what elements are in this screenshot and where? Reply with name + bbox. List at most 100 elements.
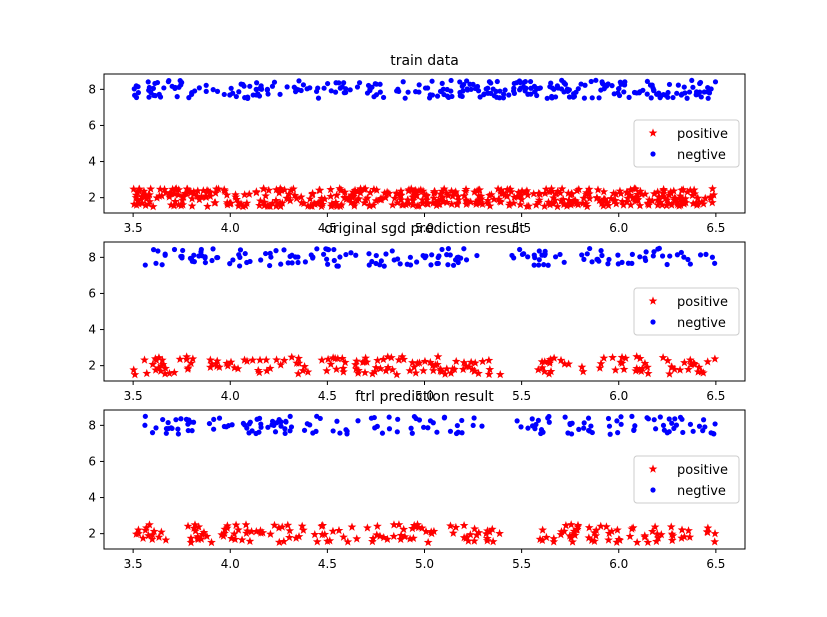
point-positive — [193, 186, 203, 195]
point-positive — [567, 189, 576, 198]
point-positive — [615, 186, 625, 195]
x-tick-label: 6.0 — [609, 389, 628, 403]
point-positive — [565, 531, 575, 540]
point-positive — [232, 194, 242, 204]
point-positive — [326, 191, 336, 201]
point-positive — [187, 201, 197, 210]
point-positive — [349, 191, 358, 201]
point-negtive — [687, 261, 693, 267]
point-positive — [579, 193, 589, 203]
point-negtive — [445, 262, 451, 268]
point-positive — [675, 365, 685, 374]
point-negtive — [536, 257, 542, 263]
point-positive — [613, 525, 622, 534]
y-tick-label: 8 — [88, 250, 96, 264]
point-positive — [710, 537, 720, 546]
point-negtive — [536, 248, 542, 254]
point-positive — [383, 362, 393, 372]
point-positive — [417, 523, 427, 532]
y-tick-label: 2 — [88, 191, 96, 205]
point-negtive — [287, 413, 293, 419]
y-tick-label: 8 — [88, 418, 96, 432]
point-positive — [149, 526, 159, 536]
point-negtive — [686, 89, 693, 95]
point-positive — [470, 358, 480, 367]
point-positive — [428, 198, 438, 207]
point-negtive — [295, 259, 301, 266]
point-negtive — [500, 95, 507, 101]
point-positive — [154, 363, 163, 372]
point-positive — [373, 355, 382, 365]
point-negtive — [337, 85, 343, 91]
point-positive — [396, 190, 406, 199]
point-positive — [604, 528, 614, 538]
point-positive — [175, 354, 185, 364]
point-positive — [210, 198, 219, 207]
point-negtive — [149, 430, 156, 436]
point-negtive — [427, 418, 434, 424]
point-negtive — [575, 86, 581, 92]
point-negtive — [532, 255, 538, 261]
point-positive — [148, 359, 158, 369]
point-negtive — [289, 260, 295, 266]
point-positive — [678, 185, 688, 194]
point-negtive — [153, 425, 159, 431]
point-positive — [658, 192, 668, 201]
point-negtive — [531, 83, 538, 89]
point-negtive — [497, 88, 503, 94]
point-negtive — [347, 87, 353, 93]
point-positive — [478, 199, 487, 208]
point-negtive — [666, 81, 673, 88]
point-positive — [653, 533, 663, 542]
point-positive — [556, 530, 566, 539]
point-positive — [352, 534, 362, 543]
point-positive — [506, 187, 516, 196]
point-positive — [406, 184, 416, 193]
point-negtive — [593, 77, 599, 83]
point-positive — [160, 184, 169, 194]
point-negtive — [210, 87, 216, 93]
point-negtive — [302, 259, 308, 265]
point-negtive — [211, 426, 217, 432]
point-positive — [330, 353, 340, 363]
point-positive — [521, 187, 531, 197]
point-negtive — [163, 430, 169, 436]
point-negtive — [472, 85, 479, 92]
point-positive — [684, 526, 693, 535]
point-positive — [137, 192, 147, 201]
point-positive — [622, 187, 632, 196]
point-positive — [146, 184, 156, 193]
point-negtive — [166, 77, 172, 84]
point-positive — [629, 184, 639, 193]
point-negtive — [680, 429, 686, 436]
point-negtive — [457, 79, 463, 85]
point-positive — [626, 185, 635, 194]
point-positive — [708, 184, 717, 193]
point-positive — [666, 522, 676, 531]
point-negtive — [395, 416, 401, 422]
point-positive — [396, 530, 406, 540]
point-positive — [227, 533, 236, 543]
point-positive — [647, 196, 657, 205]
point-positive — [340, 357, 350, 367]
point-positive — [166, 200, 176, 209]
point-positive — [423, 537, 433, 547]
point-positive — [684, 364, 693, 374]
point-positive — [396, 195, 406, 204]
point-positive — [522, 186, 532, 195]
point-negtive — [202, 259, 208, 266]
point-negtive — [605, 415, 612, 422]
point-positive — [332, 190, 342, 200]
point-positive — [653, 187, 663, 196]
point-positive — [305, 194, 315, 203]
point-positive — [470, 187, 479, 196]
point-positive — [635, 365, 645, 374]
x-tick-label: 3.5 — [124, 389, 143, 403]
point-positive — [430, 187, 440, 196]
y-tick-label: 4 — [88, 323, 96, 337]
point-positive — [400, 532, 410, 541]
point-negtive — [441, 415, 447, 421]
point-positive — [574, 184, 584, 194]
point-negtive — [132, 92, 138, 98]
point-negtive — [254, 416, 260, 422]
